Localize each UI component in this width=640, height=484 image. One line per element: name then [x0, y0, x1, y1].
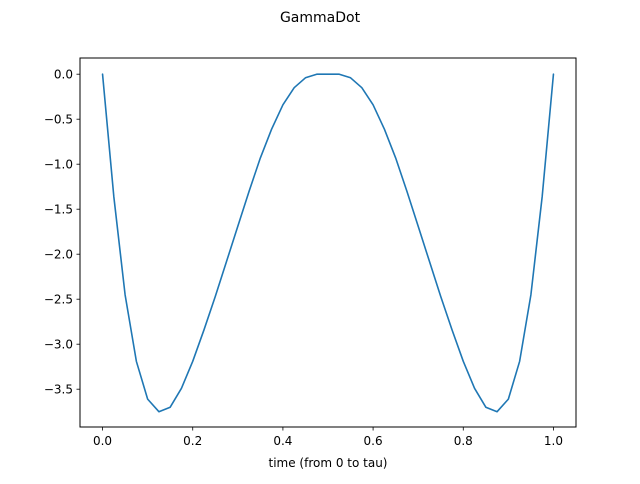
chart-title: GammaDot [280, 10, 361, 26]
x-tick-label: 0.4 [273, 434, 292, 448]
x-tick-label: 1.0 [544, 434, 563, 448]
x-tick-label: 0.0 [93, 434, 112, 448]
x-tick-label: 0.2 [183, 434, 202, 448]
series-line [101, 73, 555, 413]
y-tick-label: −0.5 [44, 113, 73, 127]
y-tick-label: −1.0 [44, 158, 73, 172]
y-tick-label: −3.0 [44, 338, 73, 352]
y-tick-label: −2.5 [44, 293, 73, 307]
x-axis-label: time (from 0 to tau) [268, 456, 387, 470]
x-axis: 0.0 0.2 0.4 0.6 0.8 1.0 [93, 427, 563, 448]
y-tick-label: −1.5 [44, 203, 73, 217]
x-tick-label: 0.6 [364, 434, 383, 448]
y-tick-label: −3.5 [44, 383, 73, 397]
plot-area-frame [79, 57, 577, 428]
series-layer [101, 73, 555, 413]
x-tick-label: 0.8 [454, 434, 473, 448]
y-tick-label: −2.0 [44, 248, 73, 262]
y-axis: 0.0 −0.5 −1.0 −1.5 −2.0 −2.5 −3.0 −3.5 [44, 68, 80, 397]
y-tick-label: 0.0 [54, 68, 73, 82]
